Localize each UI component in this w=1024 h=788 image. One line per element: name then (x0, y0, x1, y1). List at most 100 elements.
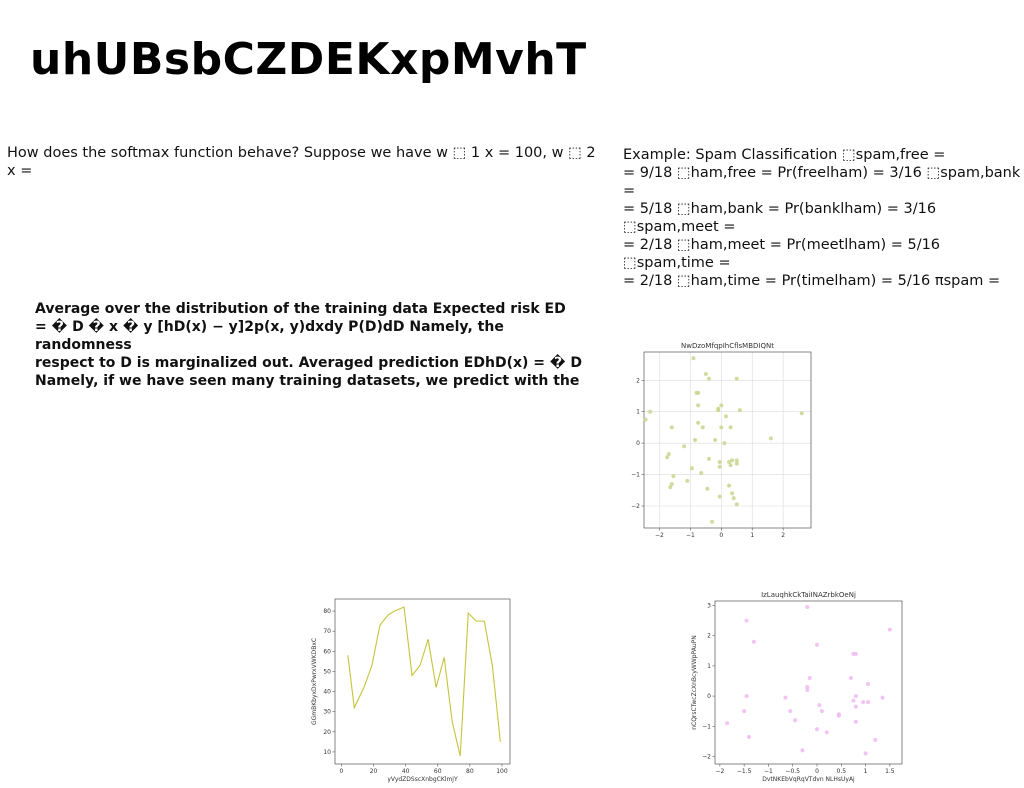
x-tick-label: −1.5 (737, 768, 752, 775)
paragraph-expected-risk: Average over the distribution of the tra… (35, 301, 582, 389)
scatter-point (700, 425, 705, 430)
scatter-point (719, 403, 724, 408)
x-tick-label: 100 (496, 768, 508, 775)
y-axis-label: GGmBKbyxDxPwrxVWKDBxC (311, 638, 318, 725)
x-axis-label: yVydZDSscXnbgCKlmjY (387, 776, 458, 783)
x-tick-label: 0.5 (837, 768, 847, 775)
scatter-point (880, 695, 885, 700)
scatter-point (849, 675, 853, 680)
scatter-point (742, 709, 747, 714)
scatter-point (727, 483, 732, 488)
y-tick-label: 70 (323, 628, 331, 635)
scatter-point (866, 682, 870, 687)
scatter-point (717, 460, 722, 464)
plot-frame (643, 351, 812, 529)
y-tick-label: 30 (323, 709, 331, 716)
scatter-point (648, 409, 653, 414)
scatter-point (728, 425, 733, 430)
plot-frame (714, 600, 903, 765)
scatter-point (853, 694, 858, 699)
x-tick-label: 0 (815, 768, 819, 775)
scatter-point (643, 417, 648, 422)
scatter-chart-2-svg: IzLauqhkCkTaiINAZrbkOeNj −2 −1.5 −1 −0.5 0 0.5… (691, 591, 903, 783)
scatter-point (873, 737, 878, 742)
scatter-point (717, 464, 722, 469)
x-tick-label: 60 (434, 768, 442, 775)
y-axis-label: nCQrsCTwcZcXnBcyWWpPAuPN (691, 635, 698, 730)
scatter-point (734, 461, 739, 466)
series-line (347, 606, 501, 757)
page-title: uhUBsbCZDEKxpMvhT (30, 34, 587, 85)
y-tick-label: −2 (702, 753, 711, 760)
x-axis-label: DvtNKEbVqRqVTdvn NLHsUyAj (762, 776, 855, 783)
scatter-point (805, 685, 810, 690)
x-tick-label: −0.5 (785, 768, 800, 775)
scatter-point (744, 618, 749, 623)
plot-frame (334, 598, 511, 765)
scatter-point (836, 713, 841, 718)
y-tick-label: −1 (631, 472, 640, 479)
scatter-point (696, 420, 701, 425)
scatter-point (706, 376, 711, 381)
scatter-point (682, 444, 687, 449)
x-tick-label: −2 (655, 532, 664, 539)
x-tick-label: 0 (340, 768, 344, 775)
scatter-point (716, 406, 721, 411)
scatter-point (703, 372, 708, 376)
y-tick-label: 80 (323, 608, 331, 615)
scatter-point (669, 482, 674, 486)
scatter-point (693, 438, 698, 442)
scatter-chart-1: NwDzoMfqpIhCflsMBDIQNt −2 −1 0 1 2 −2 −1 0 1 2 (620, 338, 820, 543)
scatter-point (861, 700, 866, 705)
y-tick-label: 10 (323, 749, 331, 756)
y-tick-label: 3 (707, 603, 711, 610)
scatter-point (730, 458, 735, 463)
y-tick-label: 60 (323, 648, 331, 655)
scatter-point (699, 471, 704, 475)
y-tick-label: −1 (702, 723, 711, 730)
chart-title: IzLauqhkCkTaiINAZrbkOeNj (761, 591, 856, 599)
y-tick-label: 2 (707, 633, 711, 640)
scatter-point (730, 491, 735, 496)
y-tick-label: 1 (707, 663, 711, 670)
scatter-point (807, 675, 812, 680)
scatter-chart-2: IzLauqhkCkTaiINAZrbkOeNj −2 −1.5 −1 −0.5 0 0.5… (690, 588, 910, 786)
scatter-point (768, 436, 773, 441)
x-tick-label: 40 (402, 768, 410, 775)
scatter-point (817, 703, 822, 708)
x-tick-label: 2 (781, 532, 785, 539)
scatter-point (719, 425, 724, 430)
scatter-point (734, 376, 739, 381)
scatter-point (863, 751, 868, 756)
x-tick-label: 1 (864, 768, 868, 775)
chart-title: NwDzoMfqpIhCflsMBDIQNt (681, 342, 774, 350)
scatter-point (691, 356, 696, 361)
scatter-point (734, 502, 739, 507)
y-tick-label: 50 (323, 668, 331, 675)
scatter-point (793, 718, 798, 723)
scatter-chart-1-svg: NwDzoMfqpIhCflsMBDIQNt −2 −1 0 1 2 −2 −1 0 1 2 (631, 342, 812, 539)
y-tick-label: −2 (631, 503, 640, 510)
scatter-point (717, 494, 722, 499)
scatter-point (815, 642, 819, 647)
x-tick-label: 20 (370, 768, 378, 775)
scatter-point (731, 496, 736, 501)
x-tick-label: −1 (686, 532, 695, 539)
scatter-point (666, 452, 671, 457)
y-tick-label: 1 (636, 409, 640, 416)
y-tick-label: 40 (323, 689, 331, 696)
line-chart-svg: 0 20 40 60 80 100 10 20 30 40 50 60 70 80 yVydZDSscXnb… (311, 598, 511, 783)
scatter-point (685, 478, 690, 483)
scatter-point (713, 438, 718, 442)
scatter-point (799, 411, 804, 416)
y-tick-label: 20 (323, 729, 331, 736)
x-tick-label: −1 (764, 768, 773, 775)
x-tick-label: 1.5 (885, 768, 895, 775)
paragraph-spam-example: Example: Spam Classification ⬚spam,free … (623, 147, 1021, 289)
scatter-point (751, 639, 756, 644)
scatter-point (668, 485, 673, 490)
scatter-point (805, 688, 810, 693)
y-tick-label: 0 (707, 693, 711, 700)
scatter-point (722, 441, 727, 446)
scatter-point (851, 698, 856, 703)
